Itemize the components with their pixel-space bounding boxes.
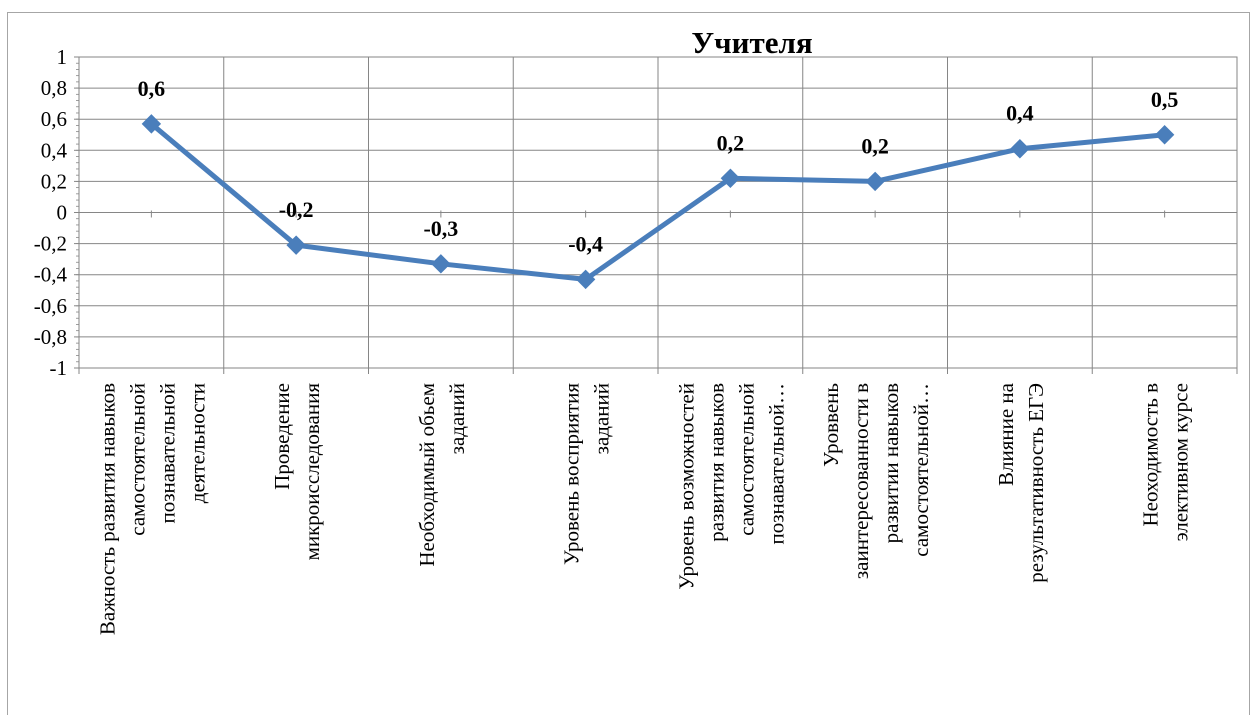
x-tick-label: самостоятельной <box>734 383 758 536</box>
chart-title: Учителя <box>691 25 812 60</box>
y-tick-label: 0,2 <box>41 169 67 193</box>
y-tick-label: -1 <box>50 356 68 380</box>
y-tick-label: 0,4 <box>41 138 68 162</box>
data-point <box>720 168 741 188</box>
x-tick-label: деятельности <box>185 383 209 503</box>
y-tick-label: -0,6 <box>34 294 67 318</box>
data-label: -0,4 <box>568 231 603 256</box>
data-label: 0,2 <box>717 130 745 155</box>
y-tick-label: -0,8 <box>34 325 67 349</box>
data-label: 0,5 <box>1151 87 1179 112</box>
x-tick-label: результативность ЕГЭ <box>1024 383 1048 583</box>
x-tick-label: познавательной… <box>764 383 788 545</box>
x-tick-label: элективном курсе <box>1169 383 1193 541</box>
x-tick-label: микроисследования <box>300 383 324 561</box>
x-tick-label: самостоятельной <box>125 383 149 536</box>
x-tick-label: Уровень восприятия <box>560 383 584 565</box>
data-point <box>865 171 885 192</box>
data-label: 0,4 <box>1006 101 1034 126</box>
data-point <box>575 269 596 290</box>
data-point <box>286 235 306 255</box>
data-label: 0,6 <box>138 76 166 101</box>
series-line <box>148 121 1168 282</box>
data-point <box>1154 125 1175 145</box>
y-tick-label: -0,2 <box>34 232 67 256</box>
data-point <box>141 114 162 134</box>
data-label: 0,2 <box>861 133 889 158</box>
data-point <box>1010 139 1030 159</box>
y-tick-label: 0 <box>57 201 68 225</box>
x-tick-label: заданий <box>590 383 614 454</box>
y-tick-label: 0,8 <box>41 76 67 100</box>
x-tick-label: развития навыков <box>704 383 728 542</box>
x-tick-label: Неоходимость в <box>1139 383 1163 527</box>
x-tick-label: Проведение <box>270 383 294 490</box>
y-tick-label: 0,6 <box>41 107 67 131</box>
x-tick-label: Необходимый обьем <box>415 383 439 567</box>
x-tick-label: развитии навыков <box>879 383 903 543</box>
chart-border <box>7 12 1250 715</box>
x-tick-label: Уроввень <box>819 383 843 467</box>
y-tick-label: -0,4 <box>34 263 68 287</box>
x-tick-label: Уровень возможностей <box>674 383 698 590</box>
x-tick-label: Важность развития навыков <box>95 383 119 635</box>
data-point <box>431 254 451 274</box>
y-tick-label: 1 <box>57 45 68 69</box>
data-label: -0,2 <box>279 197 314 222</box>
x-tick-label: Влияние на <box>994 382 1018 486</box>
x-tick-label: заданий <box>445 383 469 454</box>
x-tick-label: заинтересованности в <box>849 383 873 579</box>
x-tick-label: познавательной <box>155 383 179 524</box>
x-tick-label: самостоятельной… <box>909 383 933 557</box>
data-label: -0,3 <box>423 216 458 241</box>
